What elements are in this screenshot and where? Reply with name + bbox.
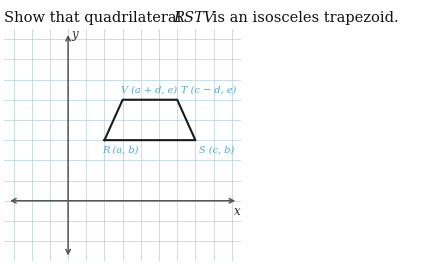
Text: T (c − d, e): T (c − d, e) xyxy=(181,86,236,95)
Text: y: y xyxy=(71,28,78,41)
Text: R (a, b): R (a, b) xyxy=(103,145,139,154)
Text: Show that quadrilateral: Show that quadrilateral xyxy=(4,11,186,25)
Text: V (a + d, e): V (a + d, e) xyxy=(121,86,177,95)
Text: S (c, b): S (c, b) xyxy=(199,145,234,154)
Text: x: x xyxy=(234,205,240,218)
Text: is an isosceles trapezoid.: is an isosceles trapezoid. xyxy=(208,11,399,25)
Text: RSTV: RSTV xyxy=(173,11,215,25)
